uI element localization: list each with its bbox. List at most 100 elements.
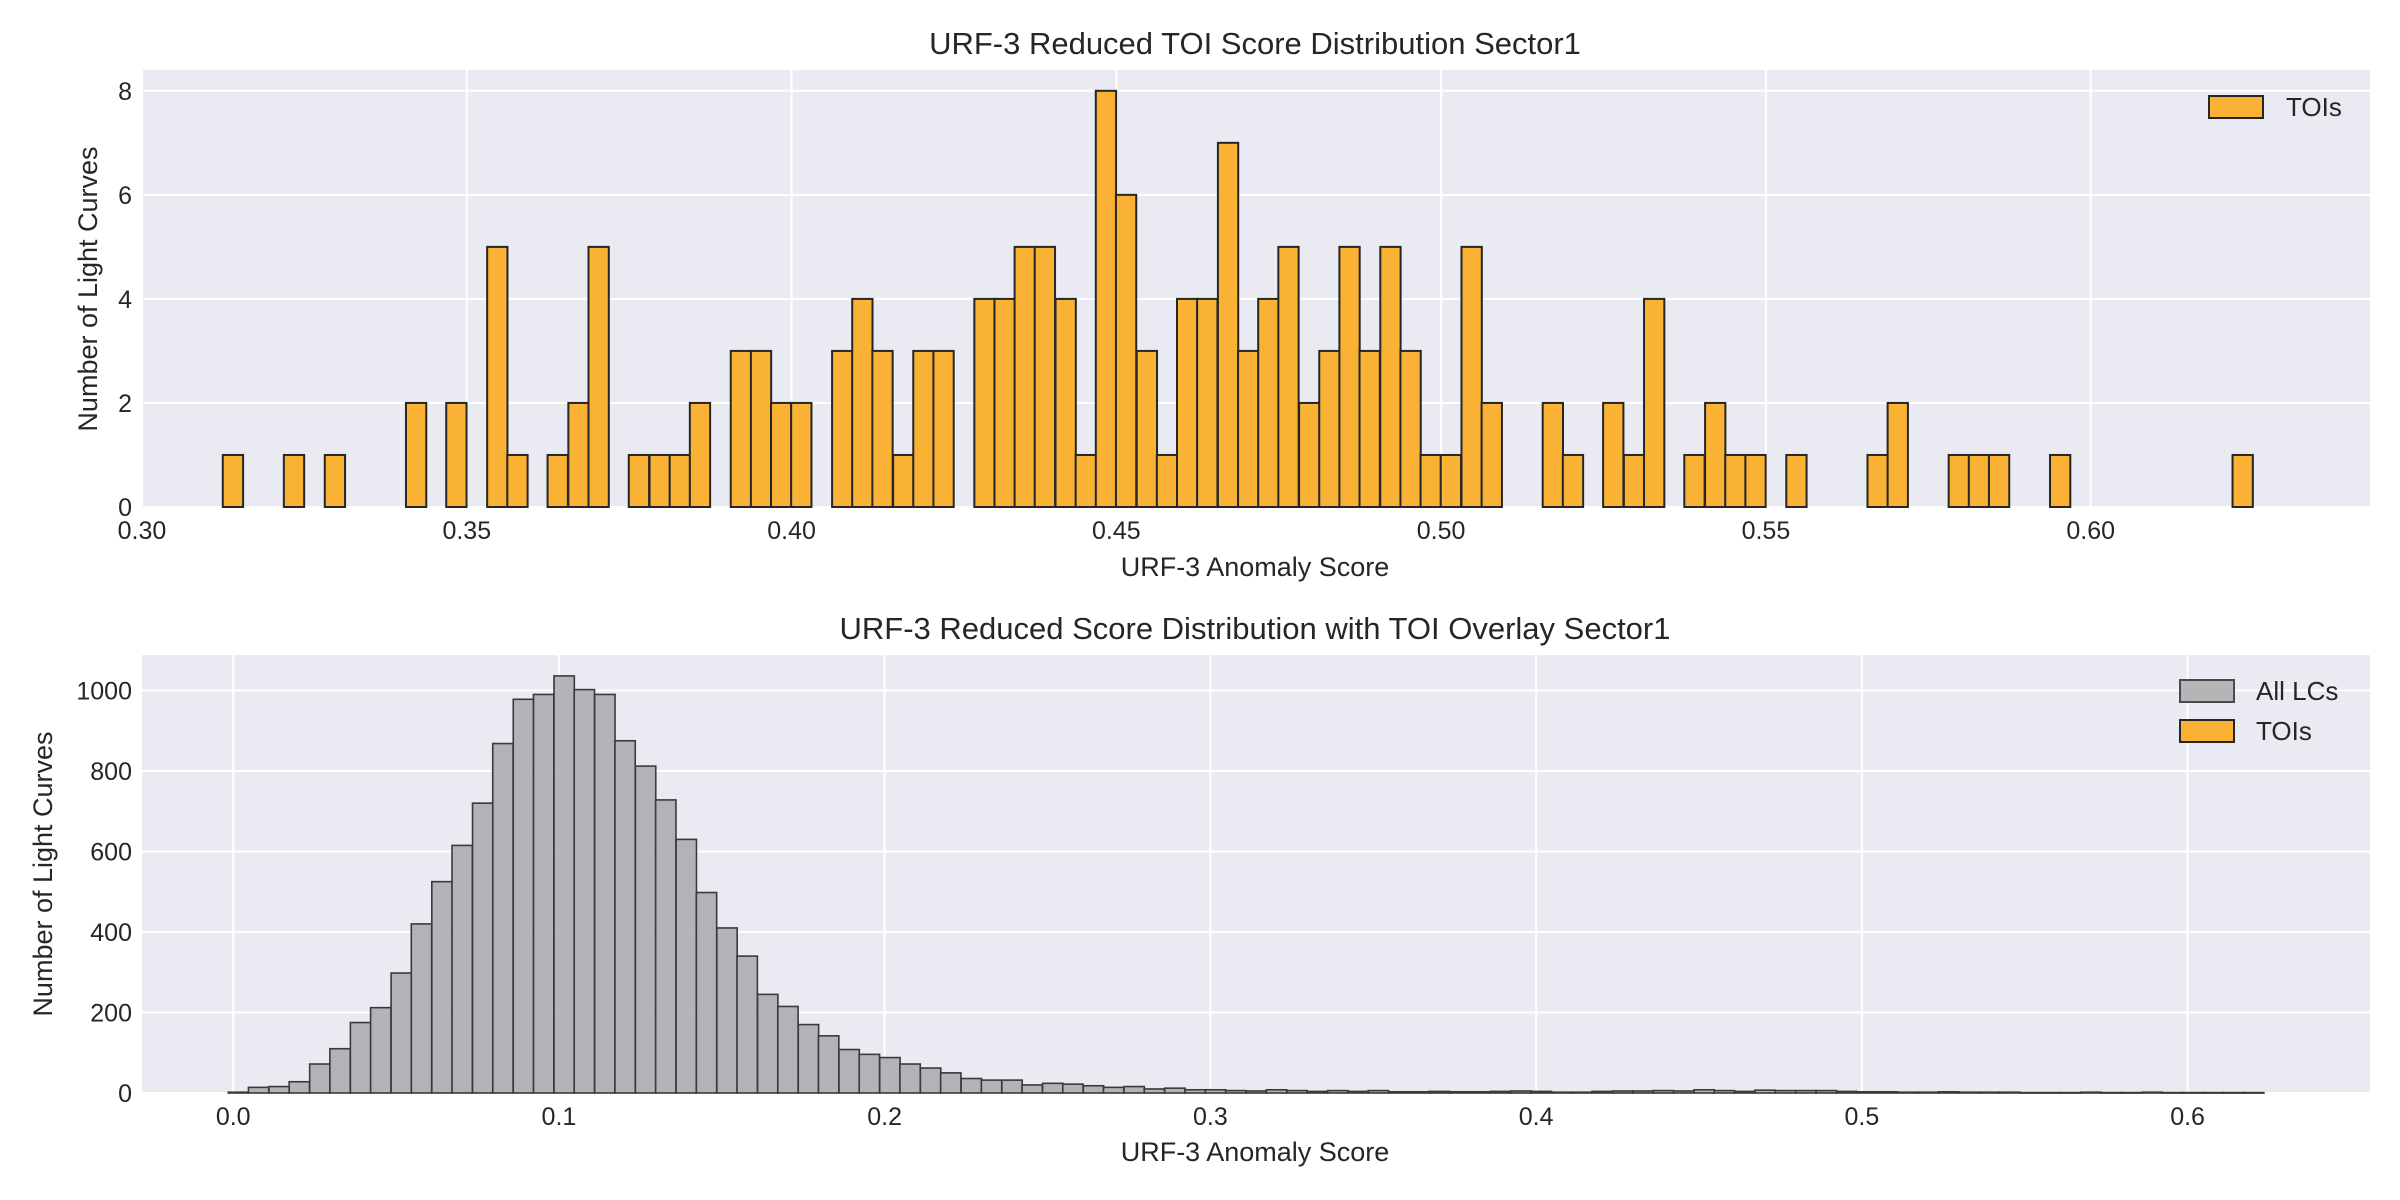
- histogram-bar: [1896, 1091, 1919, 1094]
- histogram-bar: [654, 799, 677, 1094]
- histogram-bar: [1876, 1090, 1899, 1094]
- histogram-bar: [1001, 1079, 1024, 1094]
- histogram-bar: [1277, 245, 1300, 508]
- histogram-bar: [471, 802, 494, 1094]
- y-tick-label: 6: [118, 182, 132, 210]
- histogram-bar: [668, 453, 691, 509]
- histogram-bar: [390, 972, 413, 1094]
- histogram-bar: [329, 1047, 352, 1094]
- histogram-bar: [932, 349, 955, 508]
- histogram-bar: [1061, 1083, 1084, 1094]
- y-tick-label: 400: [90, 919, 132, 947]
- histogram-bar: [1074, 453, 1097, 509]
- histogram-bar: [1326, 1089, 1349, 1094]
- top-x-axis-label: URF-3 Anomaly Score: [1121, 552, 1390, 582]
- histogram-bar: [2231, 453, 2254, 509]
- histogram-bar: [1257, 297, 1280, 508]
- bottom-legend-swatch-tois: [2179, 719, 2235, 743]
- histogram-bar: [369, 1006, 392, 1094]
- histogram-bar: [2049, 453, 2072, 509]
- histogram-bar: [1460, 245, 1483, 508]
- histogram-bar: [960, 1077, 983, 1094]
- histogram-bar: [1957, 1091, 1980, 1094]
- histogram-bar: [1754, 1089, 1777, 1094]
- histogram-bar: [1135, 349, 1159, 508]
- histogram-bar: [2079, 1091, 2102, 1094]
- histogram-bar: [1815, 1089, 1838, 1094]
- histogram-bar: [1480, 401, 1503, 509]
- histogram-bar: [1298, 401, 1321, 509]
- histogram-bar: [282, 453, 306, 509]
- histogram-bar: [1724, 453, 1747, 509]
- histogram-bar: [1489, 1090, 1512, 1094]
- top-chart-title: URF-3 Reduced TOI Score Distribution Sec…: [929, 26, 1581, 61]
- histogram-bar: [1998, 1091, 2021, 1094]
- bottom-x-axis-label: URF-3 Anomaly Score: [1121, 1137, 1390, 1167]
- histogram-bar: [1602, 401, 1625, 509]
- histogram-bar: [308, 1063, 331, 1094]
- x-tick-label: 0.4: [1519, 1103, 1554, 1131]
- top-legend-label-tois: TOIs: [2286, 92, 2342, 122]
- y-tick-label: 4: [118, 286, 132, 314]
- histogram-bar: [491, 742, 514, 1094]
- histogram-bar: [736, 955, 759, 1094]
- histogram-bar: [1856, 1090, 1879, 1094]
- histogram-bar: [1143, 1088, 1166, 1094]
- histogram-bar: [1265, 1088, 1288, 1094]
- histogram-bar: [2222, 1091, 2245, 1094]
- histogram-bar: [614, 739, 637, 1094]
- histogram-bar: [1428, 1090, 1451, 1094]
- histogram-bar: [221, 453, 245, 509]
- histogram-bar: [1224, 1089, 1247, 1094]
- histogram-bar: [1978, 1091, 2001, 1094]
- histogram-bar: [919, 1067, 942, 1094]
- histogram-bar: [2120, 1091, 2143, 1094]
- bottom-histogram-panel: URF-3 Reduced Score Distribution with TO…: [28, 611, 2370, 1167]
- histogram-bar: [1785, 453, 1808, 509]
- histogram-bar: [1835, 1090, 1858, 1094]
- histogram-bar: [1550, 1091, 1573, 1094]
- histogram-bar: [648, 453, 671, 509]
- histogram-bar: [1987, 453, 2011, 509]
- histogram-bar: [1216, 141, 1240, 508]
- y-tick-label: 2: [118, 390, 132, 418]
- histogram-bar: [1571, 1091, 1594, 1094]
- histogram-bar: [349, 1021, 372, 1094]
- histogram-bar: [1367, 1089, 1390, 1094]
- x-tick-label: 0.50: [1417, 517, 1466, 545]
- histogram-bar: [1704, 401, 1727, 509]
- top-bars: [221, 89, 2254, 509]
- y-tick-label: 1000: [76, 677, 132, 705]
- histogram-bar: [268, 1085, 291, 1094]
- histogram-bar: [445, 401, 468, 509]
- histogram-bar: [980, 1079, 1003, 1094]
- top-y-axis-label: Number of Light Curves: [73, 146, 103, 431]
- histogram-bar: [1917, 1091, 1939, 1094]
- histogram-bar: [1102, 1086, 1125, 1094]
- histogram-bar: [1196, 297, 1219, 508]
- histogram-bar: [1094, 89, 1118, 509]
- histogram-bar: [288, 1080, 311, 1094]
- histogram-bar: [593, 693, 616, 1094]
- histogram-bar: [1338, 245, 1361, 508]
- histogram-bar: [2242, 1091, 2265, 1094]
- histogram-bar: [1794, 1089, 1817, 1094]
- histogram-bar: [1013, 245, 1036, 508]
- histogram-bar: [892, 453, 915, 509]
- histogram-bar: [573, 688, 596, 1094]
- histogram-bar: [2181, 1091, 2204, 1094]
- histogram-bar: [323, 453, 347, 509]
- bottom-bars: [227, 675, 2265, 1094]
- histogram-bar: [227, 1091, 250, 1094]
- histogram-bar: [1866, 453, 1889, 509]
- histogram-bar: [1561, 453, 1585, 509]
- histogram-bar: [1184, 1088, 1207, 1094]
- histogram-bar: [1054, 297, 1077, 508]
- histogram-bar: [1937, 1090, 1960, 1094]
- histogram-bar: [688, 401, 712, 509]
- histogram-bar: [912, 349, 935, 508]
- histogram-bar: [2100, 1091, 2123, 1094]
- y-tick-label: 8: [118, 78, 132, 106]
- histogram-bar: [1399, 349, 1422, 508]
- histogram-bar: [1175, 297, 1199, 508]
